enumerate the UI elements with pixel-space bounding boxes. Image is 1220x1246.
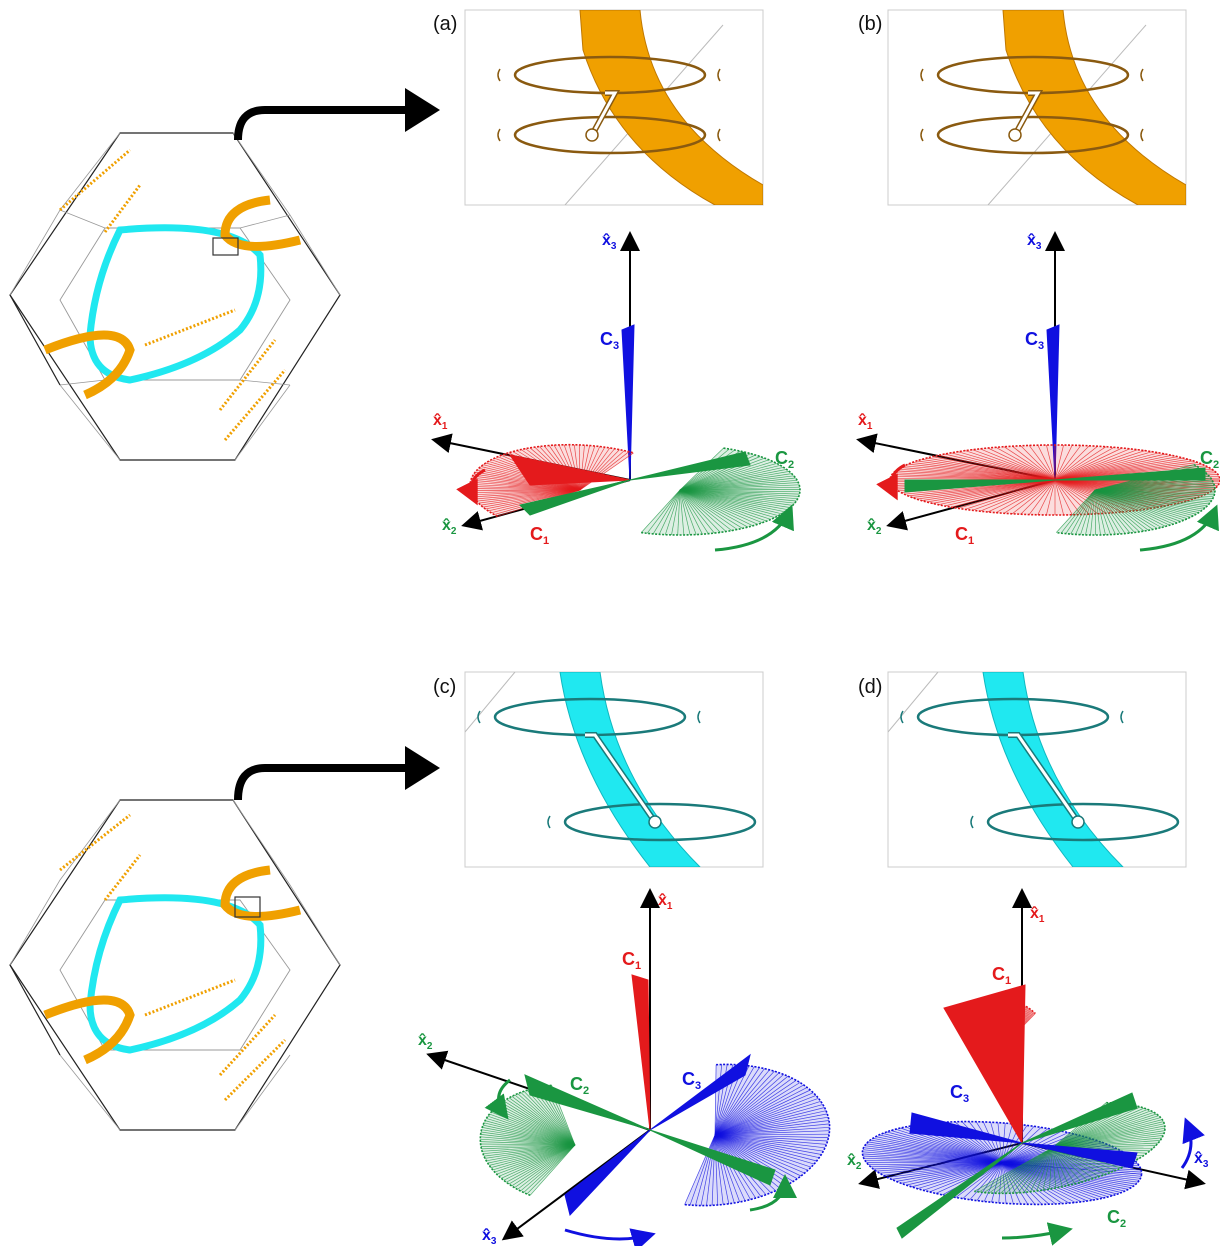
panel-b: (b) x̂3 x̂1 x̂2 C3 C1 C2 [856, 9, 1220, 552]
cone-top-label: C3 [1025, 329, 1044, 352]
cone-left-label: C1 [955, 524, 974, 547]
cone-top-label: C1 [622, 949, 641, 972]
panel-a: (a) x̂3 x̂1 x̂2 C3 C1 C2 [431, 9, 801, 552]
rotation-arrow-blue [564, 1228, 656, 1246]
cone-top-blue [621, 324, 635, 481]
brillouin-zone-top [9, 132, 341, 461]
axis-left-label: x̂1 [433, 412, 448, 432]
cone-blue [909, 1112, 1023, 1144]
cone-top-red [943, 984, 1026, 1145]
axis-top-label: x̂3 [602, 232, 617, 252]
cone-top-label: C3 [600, 329, 619, 352]
rotation-arrow-blue [1180, 1117, 1205, 1169]
berry-loop-ring [986, 802, 1180, 842]
cone-left-label: C3 [950, 1082, 969, 1105]
axis-lower-label: x̂3 [1194, 1150, 1209, 1170]
cone-green-b [519, 479, 631, 516]
zoom-inset [887, 671, 1187, 868]
cone-green-b [649, 1129, 776, 1186]
axis-lower-label: x̂3 [482, 1227, 497, 1246]
cone-green [1021, 1092, 1138, 1144]
panel-label: (d) [858, 676, 882, 698]
fan-blue [684, 1063, 831, 1207]
cone-blue-b [564, 1129, 651, 1217]
cone-blue-b [1021, 1142, 1138, 1169]
axis-left-label: x̂2 [418, 1032, 433, 1052]
zoom-arrow-top [234, 106, 420, 141]
axis-lower-label: x̂2 [867, 517, 882, 537]
zoom-arrow-bottom [234, 764, 420, 801]
brillouin-zone-bottom [9, 799, 341, 1131]
rotation-arrow-green-b [749, 1174, 797, 1212]
cone-left-label: C2 [570, 1074, 589, 1097]
rotation-arrow-red [876, 463, 906, 501]
berry-loop-ring [936, 115, 1130, 155]
axis-top-label: x̂1 [658, 892, 673, 912]
berry-loop-ring [513, 115, 707, 155]
zoom-inset [464, 671, 764, 868]
zoom-inset [464, 9, 764, 206]
cone-green [524, 1074, 651, 1131]
panel-label: (c) [433, 676, 456, 698]
axis-lower-label: x̂2 [442, 517, 457, 537]
panel-label: (a) [433, 13, 457, 35]
fermi-tube-cyan [982, 672, 1124, 867]
cone-right-label: C2 [1200, 448, 1219, 471]
rotation-arrow-green [1139, 504, 1219, 552]
cone-right-label: C2 [1107, 1207, 1126, 1230]
cone-left-label: C1 [530, 524, 549, 547]
axis-left-label: x̂2 [847, 1152, 862, 1172]
cone-top-red [631, 974, 651, 1131]
cone-top-label: C1 [992, 964, 1011, 987]
fan-green [640, 447, 801, 536]
axis-top-label: x̂1 [1030, 905, 1045, 925]
rotation-arrow-green [1001, 1222, 1073, 1246]
rotation-arrow-green [484, 1078, 511, 1120]
cone-right-label: C3 [682, 1069, 701, 1092]
panel-label: (b) [858, 13, 882, 35]
cone-top-blue [1046, 324, 1060, 481]
cone-green-b [896, 1142, 1023, 1239]
zoom-inset [887, 9, 1187, 206]
fermi-tube-cyan [559, 672, 701, 867]
cone-blue [649, 1053, 751, 1131]
berry-loop-ring [563, 802, 757, 842]
rotation-arrow-green [714, 504, 794, 552]
axis-left-label: x̂1 [858, 412, 873, 432]
cone-green-b [1054, 467, 1206, 481]
rotation-arrow-red [456, 468, 486, 506]
cone-red [508, 454, 631, 486]
cone-green [629, 451, 751, 481]
panel-c: (c) x̂1 x̂2 x̂3 C1 C2 C3 [418, 671, 831, 1246]
fan-green [1055, 463, 1216, 536]
cone-green [904, 479, 1056, 493]
axis-top-label: x̂3 [1027, 232, 1042, 252]
cone-right-label: C2 [775, 448, 794, 471]
panel-d: (d) x̂1 x̂2 x̂3 C1 C3 C2 [847, 671, 1209, 1246]
